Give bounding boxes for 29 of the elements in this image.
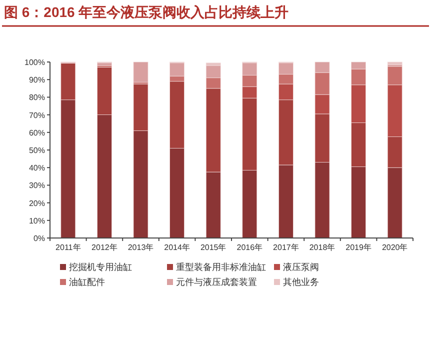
- y-tick-label: 40%: [28, 164, 45, 173]
- y-tick-label: 0%: [33, 234, 45, 243]
- y-tick-label: 100%: [24, 58, 45, 67]
- chart-title: 图 6：2016 年至今液压泵阀收入占比持续上升: [4, 4, 289, 20]
- y-tick-label: 20%: [28, 198, 45, 208]
- x-tick-label: 2015年: [200, 243, 226, 252]
- x-tick-label: 2018年: [309, 243, 336, 252]
- y-tick-label: 70%: [28, 110, 45, 120]
- y-tick-label: 50%: [28, 146, 45, 155]
- y-tick-label: 60%: [28, 128, 45, 138]
- legend-label: 其他业务: [283, 277, 319, 287]
- x-tick-label: 2011年: [56, 243, 81, 252]
- x-tick-label: 2017年: [273, 243, 299, 252]
- legend-label: 重型装备用非标准油缸: [176, 262, 266, 272]
- x-tick-label: 2016年: [236, 243, 263, 252]
- y-tick-label: 80%: [28, 93, 45, 102]
- x-tick-label: 2014年: [164, 243, 190, 252]
- x-tick-label: 2013年: [128, 243, 154, 252]
- x-tick-label: 2019年: [346, 243, 372, 252]
- y-tick-label: 90%: [28, 76, 45, 85]
- legend-label: 液压泵阀: [283, 262, 319, 272]
- y-tick-label: 30%: [28, 181, 45, 190]
- bar: [133, 62, 148, 82]
- x-tick-label: 2012年: [92, 243, 118, 252]
- legend-label: 挖掘机专用油缸: [69, 262, 132, 272]
- x-tick-label: 2020年: [382, 243, 408, 252]
- y-tick-label: 10%: [28, 216, 45, 226]
- legend-label: 油缸配件: [69, 277, 105, 287]
- legend-label: 元件与液压成套装置: [176, 277, 257, 287]
